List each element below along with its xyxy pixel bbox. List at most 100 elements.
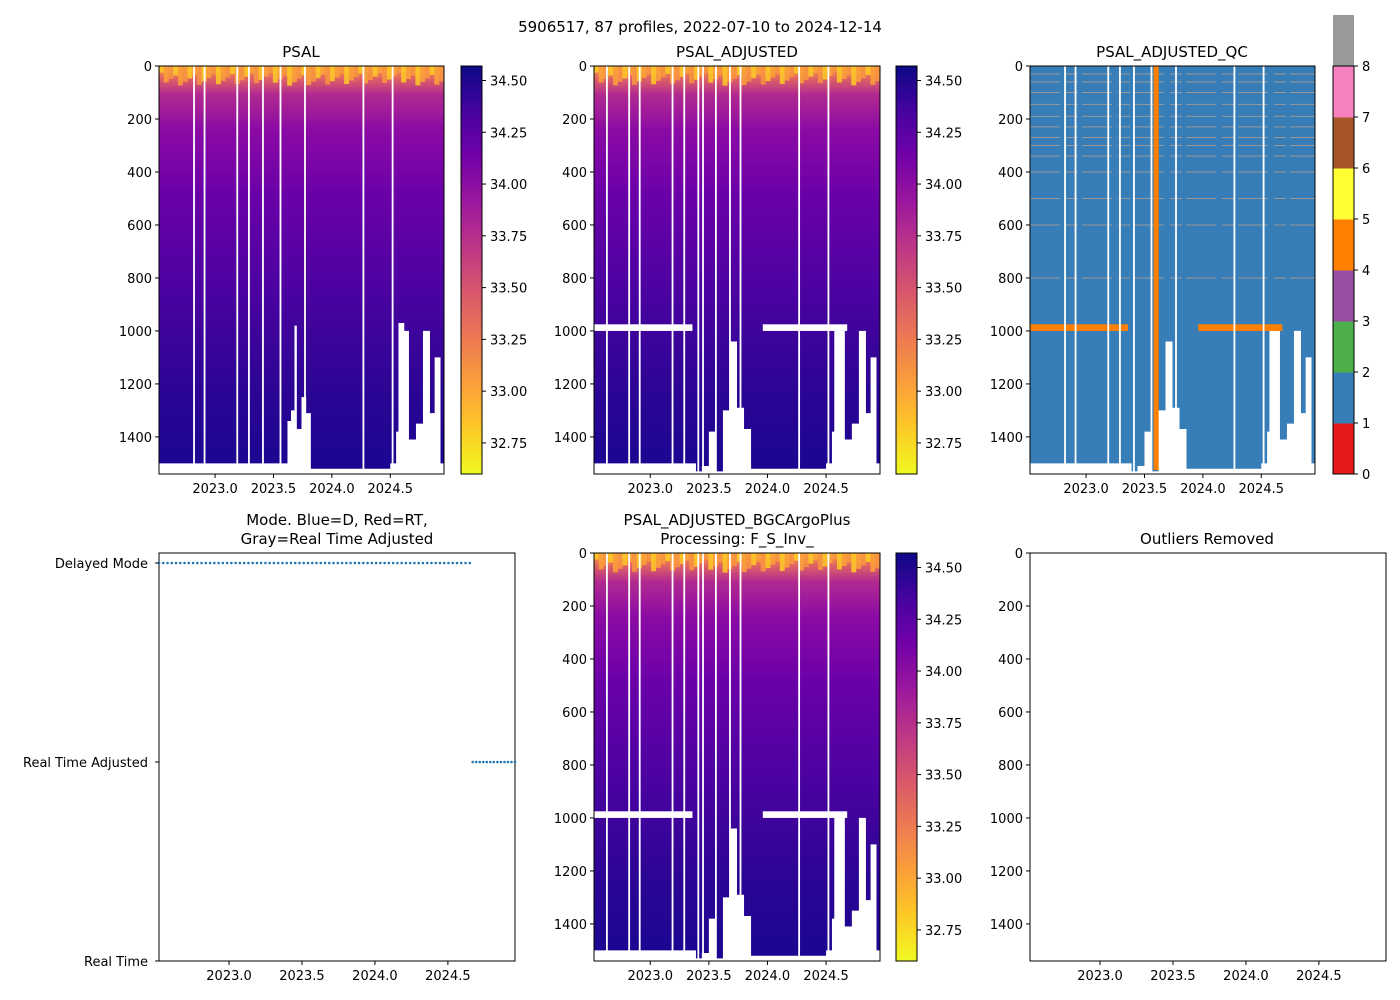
missing-profile-gap xyxy=(362,66,365,474)
mode-point-delayed xyxy=(268,561,271,565)
x-tick-label: 2024.5 xyxy=(368,482,414,497)
colorbar-tick-label: 8 xyxy=(1362,60,1370,75)
colorbar-tick-label: 32.75 xyxy=(490,437,527,452)
mode-point-delayed xyxy=(174,561,178,565)
mode-point-delayed xyxy=(319,561,323,565)
panel-title-psal-adjusted: PSAL_ADJUSTED xyxy=(676,43,798,62)
surface-fresh-cell xyxy=(708,66,714,83)
surface-fresh-cell xyxy=(249,66,255,74)
mode-point-delayed xyxy=(442,561,446,565)
surface-fresh-cell xyxy=(846,553,852,563)
surface-fresh-cell xyxy=(751,66,757,79)
mode-point-delayed xyxy=(238,561,242,565)
mode-point-delayed xyxy=(459,561,463,565)
y-tick-label: 800 xyxy=(998,272,1023,287)
x-axis-outliers: 2023.0 2023.5 2024.0 2024.5 xyxy=(1077,961,1342,984)
colorbar-tick-label: 34.50 xyxy=(925,561,962,576)
x-tick-label: 2023.0 xyxy=(206,969,252,984)
y-tick-label: 1000 xyxy=(119,325,152,340)
missing-profile-gap xyxy=(798,553,801,961)
surface-fresh-cell xyxy=(755,553,761,562)
surface-fresh-cell xyxy=(594,553,599,560)
mode-point-rt-adjusted xyxy=(478,760,482,764)
surface-fresh-cell xyxy=(320,66,326,75)
surface-fresh-cell xyxy=(822,553,828,567)
surface-fresh-cell xyxy=(698,66,704,77)
x-tick-label: 2023.5 xyxy=(1150,969,1196,984)
surface-fresh-cell xyxy=(225,66,231,78)
axes-frame-mode xyxy=(158,552,516,962)
surface-fresh-cell xyxy=(612,553,618,573)
axes-frame-psal-adjusted xyxy=(593,65,881,475)
surface-fresh-cell xyxy=(353,66,359,78)
surface-fresh-cell xyxy=(693,553,699,567)
colorbar-tick-label: 4 xyxy=(1362,264,1370,279)
y-tick-label: 800 xyxy=(562,272,587,287)
x-tick-label: 2023.0 xyxy=(628,482,674,497)
surface-fresh-cell xyxy=(856,66,862,82)
surface-fresh-cell xyxy=(239,66,245,81)
mode-point-rt-adjusted xyxy=(513,760,517,764)
colorbar-tick-label: 34.50 xyxy=(925,74,962,89)
colorbar-tick-label: 2 xyxy=(1362,366,1370,381)
mode-point-delayed xyxy=(191,561,195,565)
missing-profile-gap xyxy=(729,66,731,474)
colorbar-tick-label: 6 xyxy=(1362,162,1370,177)
mode-point-delayed xyxy=(447,561,450,565)
colorbar-tick-label: 33.00 xyxy=(490,385,527,400)
colorbar-tick-label: 3 xyxy=(1362,315,1370,330)
colorbar-tick-label: 34.25 xyxy=(925,613,962,628)
mode-point-delayed xyxy=(264,561,267,565)
surface-fresh-cell xyxy=(736,553,742,563)
mode-point-delayed xyxy=(353,561,357,565)
surface-fresh-cell xyxy=(301,66,307,76)
surface-fresh-cell xyxy=(622,66,628,79)
colorbar-tick-label: 33.50 xyxy=(925,769,962,784)
x-tick-label: 2024.0 xyxy=(1223,969,1269,984)
heatmap-psal-adjusted-qc xyxy=(1030,66,1315,474)
surface-fresh-cell xyxy=(367,66,373,81)
y-axis-psal-adjusted-qc: 0 200 400 600 800 1000 1200 1400 xyxy=(990,60,1030,446)
missing-profile-gap xyxy=(628,66,631,474)
mode-point-delayed xyxy=(242,561,246,565)
surface-fresh-cell xyxy=(159,66,164,73)
mode-point-delayed xyxy=(178,561,182,565)
mode-point-delayed xyxy=(332,561,335,565)
surface-fresh-cell xyxy=(703,553,709,560)
mode-point-delayed xyxy=(357,561,361,565)
surface-fresh-cell xyxy=(641,553,647,565)
x-tick-label: 2023.5 xyxy=(686,969,732,984)
qc-good-area xyxy=(1030,66,1315,472)
surface-fresh-cell xyxy=(817,553,823,570)
x-tick-label: 2023.0 xyxy=(1077,969,1123,984)
mode-point-delayed xyxy=(391,561,395,565)
surface-fresh-cell xyxy=(594,66,599,73)
surface-fresh-cell xyxy=(860,66,866,79)
surface-fresh-cell xyxy=(622,553,628,566)
colorbar-bgc: 32.75 33.00 33.25 33.50 33.75 34.00 34.25 34.50 xyxy=(895,552,962,962)
y-tick-label: 800 xyxy=(562,759,587,774)
missing-profile-gap xyxy=(1107,66,1110,474)
surface-fresh-cell xyxy=(846,66,852,76)
surface-fresh-cell xyxy=(717,66,723,76)
mode-point-delayed xyxy=(413,561,416,565)
colorbar-qc: 0 1 2 3 4 5 6 7 8 xyxy=(1332,15,1370,483)
surface-fresh-cell xyxy=(296,66,302,79)
surface-fresh-cell xyxy=(760,553,766,572)
mode-point-delayed xyxy=(340,561,344,565)
missing-profile-gap xyxy=(248,66,250,474)
panel-bgc: PSAL_ADJUSTED_BGCArgoPlus Processing: F_… xyxy=(554,511,962,984)
colorbar-tick-label: 34.25 xyxy=(925,126,962,141)
surface-fresh-cell xyxy=(372,66,378,77)
colorbar-tick-label: 33.50 xyxy=(925,282,962,297)
surface-fresh-cell xyxy=(817,66,823,83)
surface-fresh-cell xyxy=(708,553,714,570)
surface-fresh-cell xyxy=(689,66,695,84)
y-tick-label: 200 xyxy=(562,600,587,615)
surface-fresh-cell xyxy=(779,66,785,85)
surface-fresh-cell xyxy=(698,553,704,564)
missing-profile-gap xyxy=(729,553,731,961)
mode-point-delayed xyxy=(430,561,433,565)
colorbar-segment xyxy=(1333,423,1354,475)
surface-fresh-cell xyxy=(230,66,236,74)
